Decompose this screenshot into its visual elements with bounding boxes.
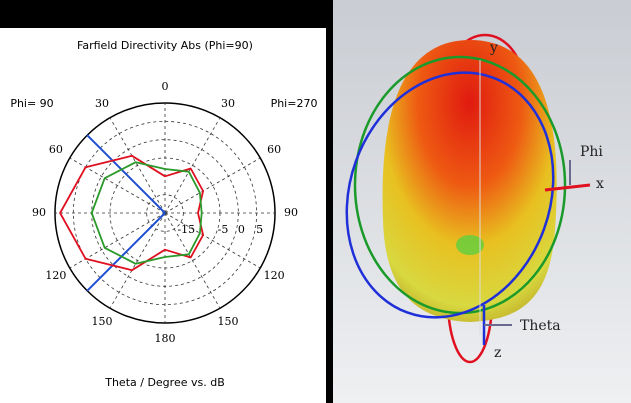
grid-spoke	[164, 212, 261, 269]
theta-tick-label: 90	[284, 206, 298, 219]
r-tick-label: 0	[238, 223, 245, 236]
theta-tick-label: 120	[264, 269, 285, 282]
x-arrow	[544, 183, 591, 192]
x-axis-label: Theta / Degree vs. dB	[104, 376, 225, 389]
theta-tick-label: 60	[267, 143, 281, 156]
theta-tick-label: 150	[92, 315, 113, 328]
theta-tick-label: 0	[162, 80, 169, 93]
grid-spoke	[164, 117, 221, 214]
right-label: Phi=270	[271, 97, 318, 110]
axis-label: Theta	[520, 318, 561, 334]
r-tick-label: -5	[218, 223, 229, 236]
grid-spoke	[164, 157, 261, 214]
axis-label: Phi	[580, 144, 603, 160]
beam-line	[86, 134, 166, 214]
pattern-body	[382, 40, 557, 322]
theta-tick-label: 180	[155, 332, 176, 345]
axis-label: y	[489, 40, 498, 56]
grid-spoke	[109, 212, 166, 309]
theta-tick-label: 90	[32, 206, 46, 219]
axis-label: z	[494, 345, 501, 361]
r-tick-label: 5	[256, 223, 263, 236]
chart-title: Farfield Directivity Abs (Phi=90)	[77, 39, 253, 52]
left-label: Phi= 90	[10, 97, 53, 110]
theta-tick-label: 30	[95, 97, 109, 110]
radiation-pattern-3d: y Phi x Theta z	[345, 33, 604, 364]
beam-line	[86, 212, 166, 292]
theta-tick-label: 120	[45, 269, 66, 282]
theta-tick-label: 30	[221, 97, 235, 110]
blue-ring	[345, 71, 555, 319]
theta-tick-label: 60	[49, 143, 63, 156]
highlight	[456, 235, 484, 255]
theta-tick-label: 150	[218, 315, 239, 328]
series-line	[90, 161, 203, 265]
grid-spoke	[109, 117, 166, 214]
axis-label: x	[596, 176, 604, 192]
grid-spoke	[164, 212, 221, 309]
r-tick-label: -15	[177, 223, 195, 236]
series-line	[59, 154, 204, 272]
